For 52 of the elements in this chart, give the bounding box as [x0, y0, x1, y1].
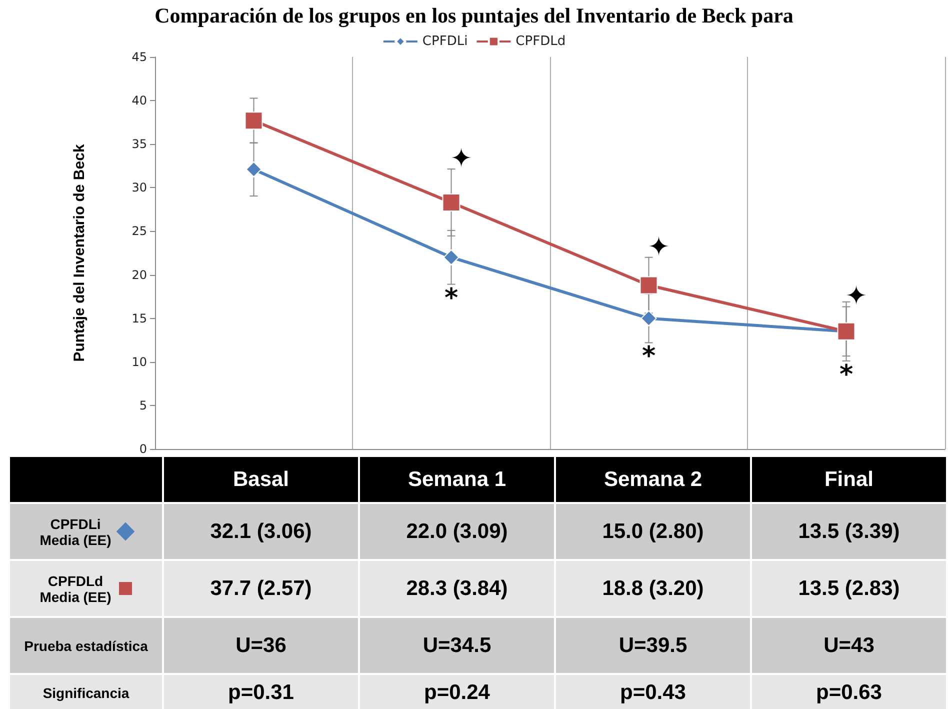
text: Prueba estadística: [9, 617, 163, 674]
annotation: ✦: [648, 232, 670, 262]
x-tick-label: Basal: [163, 456, 359, 503]
text: U=34.5: [359, 617, 555, 674]
text: p=0.24: [359, 674, 555, 709]
data-label: 13.5 (2.83): [751, 560, 947, 617]
legend-label: CPFDLd: [516, 34, 566, 49]
point: [246, 161, 262, 178]
point: [442, 193, 460, 212]
y-tick-label: 0: [139, 442, 147, 456]
x-tick-label: Semana 1: [359, 456, 555, 503]
data-label: 13.5 (3.39): [751, 503, 947, 560]
annotation: *: [642, 342, 656, 372]
y-tick-label: 30: [132, 180, 147, 195]
data-label: 37.7 (2.57): [163, 560, 359, 617]
text: Media (EE): [40, 588, 112, 604]
point: [244, 112, 263, 130]
annotation: *: [444, 283, 458, 314]
text: p=0.43: [555, 674, 751, 709]
y-tick-label: 15: [132, 311, 147, 326]
x-tick-label: Final: [751, 456, 947, 503]
y-tick-label: 40: [132, 94, 147, 108]
text: CPFDLi: [50, 516, 101, 532]
text: p=0.63: [751, 674, 947, 709]
legend-label: CPFDLi: [422, 34, 468, 49]
data-label: 18.8 (3.20): [555, 560, 751, 617]
text: U=36: [163, 617, 359, 674]
point: [640, 276, 658, 294]
point: [640, 310, 657, 326]
data-label: 32.1 (3.06): [163, 503, 359, 560]
data-label: 22.0 (3.09): [359, 503, 555, 560]
text: U=43: [751, 617, 947, 674]
y-tick-label: 10: [132, 354, 147, 369]
y-tick-label: 45: [132, 50, 147, 64]
y-axis-title: Puntaje del Inventario de Beck: [71, 144, 88, 362]
y-tick-label: 5: [139, 398, 147, 412]
annotation: ✦: [450, 144, 472, 174]
data-label: 15.0 (2.80): [555, 503, 751, 560]
text: Media (EE): [40, 532, 112, 548]
annotation: ✦: [845, 282, 868, 312]
text: Significancia: [9, 674, 163, 709]
text: p=0.31: [163, 674, 359, 709]
y-tick-label: 35: [132, 137, 147, 152]
y-tick-label: 25: [132, 224, 147, 238]
x-tick-label: Semana 2: [555, 456, 751, 503]
y-tick-label: 20: [132, 268, 147, 282]
text: U=39.5: [555, 617, 751, 674]
text: CPFDLd: [48, 572, 104, 588]
chart-title: Comparación de los grupos en los puntajes del Inventario de Beck para: [154, 4, 794, 28]
annotation: *: [839, 360, 854, 390]
point: [443, 249, 460, 266]
data-label: 28.3 (3.84): [359, 560, 555, 617]
